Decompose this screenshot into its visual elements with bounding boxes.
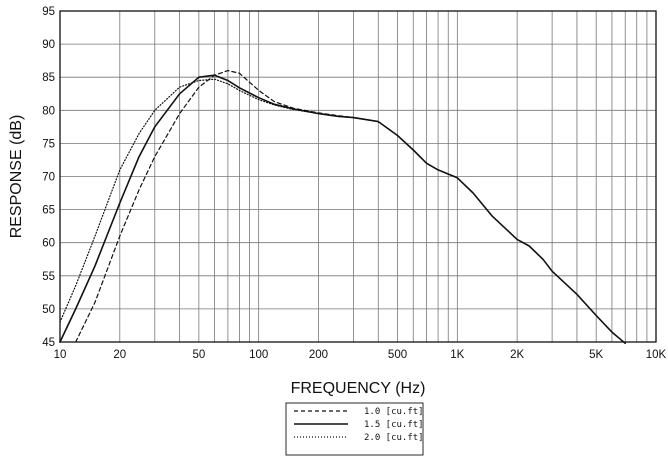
y-tick-label: 65 [42, 205, 55, 217]
series-lines [59, 69, 627, 345]
x-tick-label: 10K [646, 349, 667, 361]
x-tick-labels: 10 20 50 100 200 500 1K 2K 5K 10K [54, 349, 667, 361]
y-tick-label: 50 [42, 304, 55, 316]
x-tick-label: 50 [192, 349, 205, 361]
y-tick-label: 70 [42, 172, 55, 184]
x-tick-label: 200 [309, 349, 328, 361]
y-tick-label: 60 [42, 238, 55, 250]
x-tick-label: 2K [510, 349, 524, 361]
legend-label: 1.0 [cu.ft] [364, 407, 424, 417]
x-tick-label: 100 [249, 349, 268, 361]
y-tick-label: 55 [42, 271, 55, 283]
y-tick-labels: 45 50 55 60 65 70 75 80 85 90 95 [42, 6, 55, 349]
grid [59, 10, 657, 343]
x-tick-label: 10 [54, 349, 67, 361]
legend-label: 1.5 [cu.ft] [364, 420, 424, 430]
x-tick-label: 20 [113, 349, 126, 361]
x-axis-title: FREQUENCY (Hz) [291, 380, 426, 397]
y-tick-label: 75 [42, 138, 55, 150]
plot-frame [59, 10, 657, 343]
x-tick-label: 1K [450, 349, 464, 361]
series-line [75, 69, 379, 343]
legend-label: 2.0 [cu.ft] [364, 433, 424, 443]
x-tick-label: 500 [388, 349, 407, 361]
y-tick-label: 80 [42, 105, 55, 117]
legend: 1.0 [cu.ft] 1.5 [cu.ft] 2.0 [cu.ft] [285, 402, 424, 456]
legend-box [285, 402, 424, 456]
y-axis-title: RESPONSE (dB) [8, 115, 25, 239]
series-line [59, 78, 379, 323]
y-tick-label: 90 [42, 39, 55, 51]
y-tick-label: 85 [42, 72, 55, 84]
x-tick-label: 5K [589, 349, 603, 361]
y-tick-label: 95 [42, 6, 55, 18]
y-tick-label: 45 [42, 337, 55, 349]
